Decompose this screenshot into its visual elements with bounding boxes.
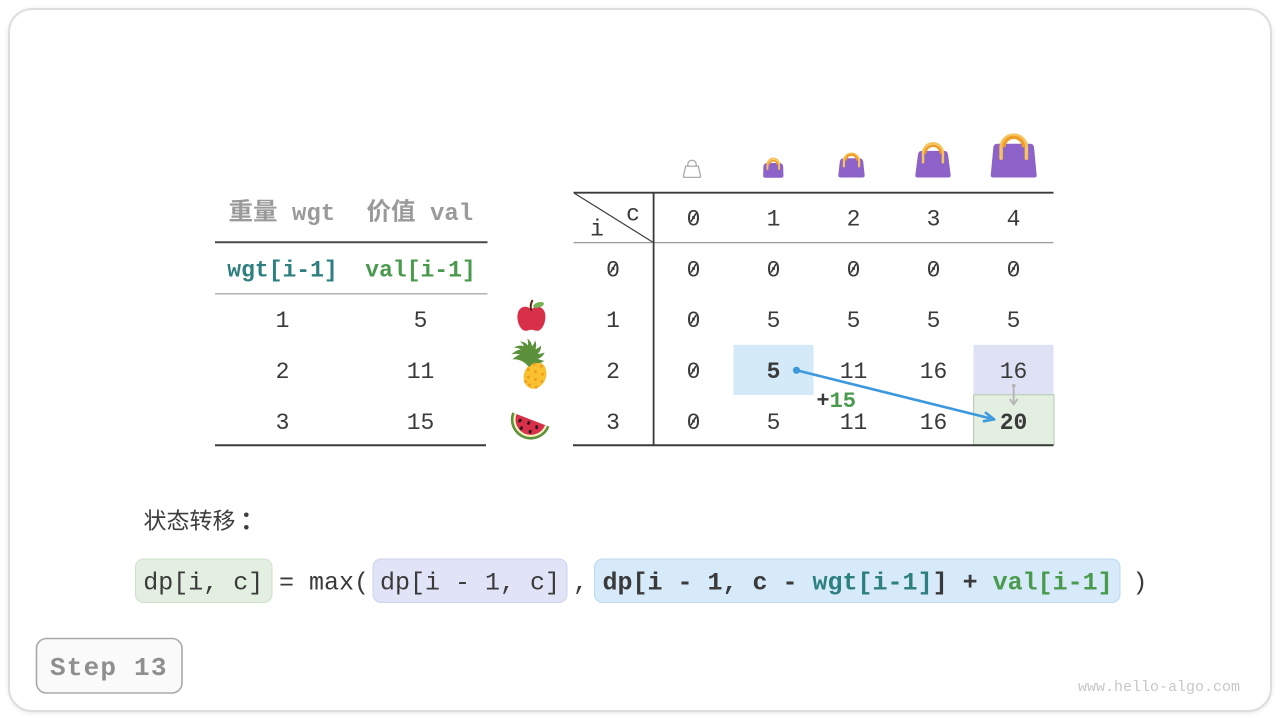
svg-text:val[i-1]: val[i-1] bbox=[365, 257, 475, 283]
svg-text:0: 0 bbox=[847, 257, 861, 283]
svg-text:0: 0 bbox=[687, 257, 701, 283]
svg-text:5: 5 bbox=[767, 308, 781, 334]
svg-text:20: 20 bbox=[1000, 410, 1028, 436]
svg-text:i: i bbox=[590, 216, 604, 242]
svg-text:dp[i - 1, c - wgt[i-1]] + val[: dp[i - 1, c - wgt[i-1]] + val[i-1] bbox=[603, 568, 1113, 597]
svg-text:5: 5 bbox=[1007, 308, 1021, 334]
svg-text:): ) bbox=[1133, 568, 1148, 597]
svg-text:1: 1 bbox=[606, 308, 620, 334]
svg-text:16: 16 bbox=[920, 359, 948, 385]
svg-text:16: 16 bbox=[920, 410, 948, 436]
svg-text:11: 11 bbox=[840, 359, 868, 385]
svg-text:0: 0 bbox=[1007, 257, 1021, 283]
svg-text:2: 2 bbox=[847, 206, 861, 232]
svg-text:+15: +15 bbox=[816, 389, 856, 414]
svg-text:4: 4 bbox=[1007, 206, 1021, 232]
svg-text:0: 0 bbox=[767, 257, 781, 283]
svg-text:3: 3 bbox=[927, 206, 941, 232]
svg-text:3: 3 bbox=[276, 410, 290, 436]
svg-text:5: 5 bbox=[767, 410, 781, 436]
svg-text:2: 2 bbox=[606, 359, 620, 385]
svg-text:11: 11 bbox=[840, 410, 868, 436]
svg-text:1: 1 bbox=[276, 308, 290, 334]
svg-text:wgt: wgt bbox=[292, 201, 335, 228]
svg-text:,: , bbox=[573, 568, 588, 597]
svg-text:5: 5 bbox=[767, 359, 781, 385]
svg-text:c: c bbox=[626, 201, 640, 227]
svg-text:dp[i - 1, c]: dp[i - 1, c] bbox=[380, 568, 560, 597]
svg-text:val: val bbox=[430, 201, 473, 228]
svg-text:16: 16 bbox=[1000, 359, 1028, 385]
svg-text:wgt[i-1]: wgt[i-1] bbox=[227, 257, 337, 283]
svg-text:15: 15 bbox=[407, 410, 435, 436]
svg-text:= max(: = max( bbox=[279, 568, 369, 597]
svg-text:0: 0 bbox=[687, 308, 701, 334]
svg-text:5: 5 bbox=[414, 308, 428, 334]
svg-text:5: 5 bbox=[847, 308, 861, 334]
svg-text:0: 0 bbox=[687, 410, 701, 436]
svg-text:0: 0 bbox=[687, 359, 701, 385]
svg-text:0: 0 bbox=[687, 206, 701, 232]
svg-text:www.hello-algo.com: www.hello-algo.com bbox=[1078, 679, 1240, 696]
svg-text:0: 0 bbox=[606, 257, 620, 283]
svg-text:Step 13: Step 13 bbox=[50, 653, 168, 683]
svg-text:dp[i, c]: dp[i, c] bbox=[143, 568, 263, 597]
svg-text:3: 3 bbox=[606, 410, 620, 436]
svg-text:0: 0 bbox=[927, 257, 941, 283]
svg-text:11: 11 bbox=[407, 359, 435, 385]
svg-text:1: 1 bbox=[767, 206, 781, 232]
svg-text:5: 5 bbox=[927, 308, 941, 334]
svg-text:2: 2 bbox=[276, 359, 290, 385]
